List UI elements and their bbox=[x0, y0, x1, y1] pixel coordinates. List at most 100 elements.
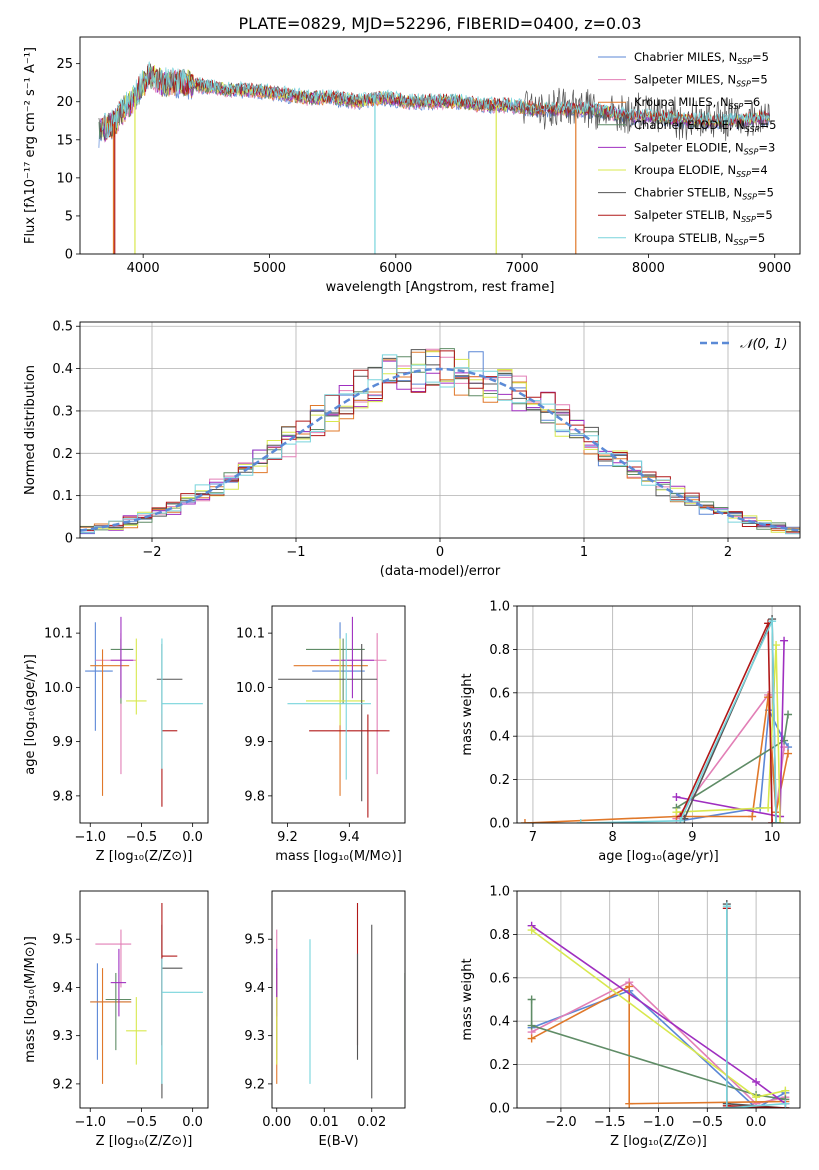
series-line bbox=[531, 985, 786, 1105]
y-tick-label: 9.2 bbox=[244, 1077, 265, 1092]
y-tick-label: 9.4 bbox=[52, 981, 73, 996]
x-tick-label: 8000 bbox=[632, 261, 665, 276]
legend-label-text: Salpeter ELODIE, N bbox=[634, 140, 744, 154]
x-tick-label: −1.0 bbox=[74, 1115, 106, 1130]
legend-label: Chabrier STELIB, NSSP=5 bbox=[634, 186, 774, 202]
panel-mass-vs-Z: −1.0 −0.5 0.0 9.2 9.3 9.4 9.5 Z [log₁₀(Z/Z⊙)] ma… bbox=[23, 890, 209, 1149]
plot-frame bbox=[79, 321, 801, 539]
y-tick-label: 9.2 bbox=[52, 1077, 73, 1092]
series-line bbox=[531, 981, 786, 1105]
data-point-marker bbox=[672, 808, 681, 817]
legend-label: 𝒩(0, 1) bbox=[740, 337, 787, 352]
x-tick-label: 1 bbox=[580, 545, 588, 560]
legend-label-text: =5 bbox=[752, 50, 769, 64]
data-point-marker bbox=[625, 982, 634, 991]
errorbar-kroupa-stelib bbox=[287, 633, 371, 780]
errorbar-chabrier-miles bbox=[85, 622, 113, 731]
x-tick-label: 0.0 bbox=[182, 1115, 203, 1130]
legend-label-text: Kroupa ELODIE, N bbox=[634, 163, 736, 177]
legend-label-subscript: SSP bbox=[742, 193, 757, 202]
plot-area bbox=[276, 903, 405, 1099]
normal-reference-curve bbox=[80, 367, 800, 532]
plot-frame bbox=[271, 890, 406, 1109]
legend-label-text: Chabrier STELIB, N bbox=[634, 186, 742, 200]
data-point-marker bbox=[768, 819, 777, 823]
data-point-marker bbox=[764, 803, 773, 812]
legend-label-text: Salpeter STELIB, N bbox=[634, 208, 741, 222]
y-tick-label: 0.4 bbox=[489, 1015, 510, 1030]
histogram-kroupa-stelib bbox=[80, 354, 800, 535]
panel-mass-weight-vs-age: 7 8 9 10 0.0 0.2 0.4 0.6 0.8 1.0 age [log₁₀(age/yr… bbox=[460, 600, 801, 864]
errorbar-kroupa-stelib bbox=[161, 638, 203, 769]
legend-label: Chabrier ELODIE, NSSP=5 bbox=[634, 118, 776, 134]
errorbar-chabrier-stelib bbox=[161, 924, 183, 1099]
errorbar-chabrier-stelib bbox=[278, 643, 378, 802]
y-axis-label: Normed distribution bbox=[23, 365, 38, 495]
y-axis-label: age [log₁₀(age/yr)] bbox=[23, 654, 38, 775]
plot-area bbox=[520, 615, 793, 823]
x-tick-label: 4000 bbox=[127, 261, 160, 276]
legend-label-subscript: SSP bbox=[736, 170, 751, 179]
y-tick-label: 1.0 bbox=[489, 885, 510, 900]
data-point-marker bbox=[776, 819, 785, 823]
errorbar-kroupa-miles bbox=[90, 649, 130, 796]
series-kroupa-elodie bbox=[672, 641, 785, 823]
y-tick-label: 25 bbox=[56, 57, 73, 72]
panel-age-vs-mass: 9.2 9.4 9.8 9.9 10.0 10.1 mass [log₁₀(M/M⊙)] bbox=[236, 605, 406, 864]
legend-label: Salpeter MILES, NSSP=5 bbox=[634, 73, 768, 89]
plot-area bbox=[278, 616, 390, 818]
legend-label-subscript: SSP bbox=[744, 147, 759, 156]
x-tick-label: −0.5 bbox=[692, 1115, 724, 1130]
x-tick-label: 0.00 bbox=[262, 1115, 291, 1130]
legend-label-subscript: SSP bbox=[729, 102, 744, 111]
plot-frame bbox=[79, 605, 209, 824]
series-kroupa-stelib bbox=[576, 617, 781, 823]
y-tick-label: 0.2 bbox=[489, 773, 510, 788]
x-tick-label: 6000 bbox=[379, 261, 412, 276]
legend-label-text: =5 bbox=[748, 231, 765, 245]
series-line bbox=[676, 645, 781, 823]
plot-area bbox=[527, 900, 790, 1108]
legend-label-text: =4 bbox=[751, 163, 768, 177]
errorbar-salpeter-elodie bbox=[330, 616, 375, 699]
legend-label-text: Salpeter MILES, N bbox=[634, 73, 736, 87]
series-salpeter-elodie bbox=[527, 921, 790, 1108]
series-chabrier-elodie bbox=[672, 710, 793, 812]
y-tick-label: 0.2 bbox=[52, 447, 73, 462]
x-tick-label: −2 bbox=[142, 545, 161, 560]
data-point-marker bbox=[784, 749, 793, 758]
errorbar-salpeter-stelib bbox=[309, 714, 390, 818]
plot-frame bbox=[79, 890, 209, 1109]
series-kroupa-elodie bbox=[527, 926, 790, 1102]
plot-frame bbox=[79, 36, 801, 255]
errorbar-kroupa-stelib bbox=[161, 958, 203, 1084]
panel-mass-vs-EBV: 0.00 0.01 0.02 9.2 9.3 9.4 9.5 E(B-V) bbox=[244, 890, 406, 1149]
data-point-marker bbox=[625, 1099, 634, 1108]
legend-label: Salpeter ELODIE, NSSP=3 bbox=[634, 140, 775, 156]
chart-layers: 4000 5000 6000 7000 8000 90000510152025wavele… bbox=[23, 36, 801, 1149]
legend-label: Kroupa MILES, NSSP=6 bbox=[634, 95, 760, 111]
data-point-marker bbox=[672, 792, 681, 801]
legend-label-text: =5 bbox=[751, 73, 768, 87]
data-point-marker bbox=[722, 1104, 731, 1108]
series-kroupa-miles bbox=[520, 693, 793, 823]
x-tick-label: 2 bbox=[724, 545, 732, 560]
data-point-marker bbox=[752, 1077, 761, 1086]
y-tick-label: 10.1 bbox=[236, 627, 265, 642]
x-tick-label: 9.2 bbox=[277, 830, 298, 845]
x-tick-label: 7 bbox=[529, 830, 537, 845]
series-line bbox=[726, 906, 786, 1108]
x-tick-label: 10 bbox=[764, 830, 781, 845]
x-tick-label: 9000 bbox=[758, 261, 791, 276]
errorbar-kroupa-elodie bbox=[126, 638, 147, 715]
x-tick-label: 0.02 bbox=[357, 1115, 386, 1130]
y-tick-label: 0.0 bbox=[489, 1102, 510, 1117]
x-tick-label: −1.0 bbox=[643, 1115, 675, 1130]
data-point-marker bbox=[752, 1093, 761, 1102]
y-tick-label: 9.5 bbox=[244, 933, 265, 948]
data-point-marker bbox=[527, 995, 536, 1004]
errorbar-kroupa-miles bbox=[90, 968, 132, 1084]
data-point-marker bbox=[527, 1021, 536, 1030]
errorbar-chabrier-miles bbox=[312, 622, 365, 726]
